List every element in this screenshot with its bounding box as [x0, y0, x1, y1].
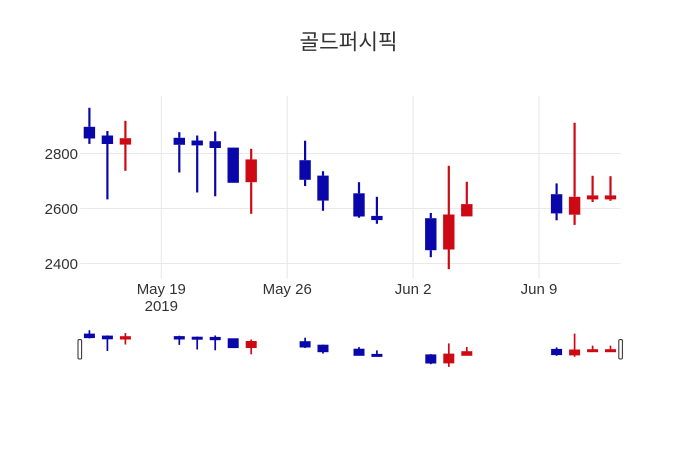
- svg-text:2400: 2400: [45, 256, 78, 273]
- svg-text:2800: 2800: [45, 146, 78, 163]
- svg-text:Jun 9: Jun 9: [521, 281, 558, 298]
- svg-text:May 26: May 26: [263, 281, 312, 298]
- svg-text:May 19: May 19: [137, 281, 186, 298]
- svg-text:2019: 2019: [145, 298, 178, 315]
- svg-text:2600: 2600: [45, 201, 78, 218]
- svg-text:Jun 2: Jun 2: [395, 281, 432, 298]
